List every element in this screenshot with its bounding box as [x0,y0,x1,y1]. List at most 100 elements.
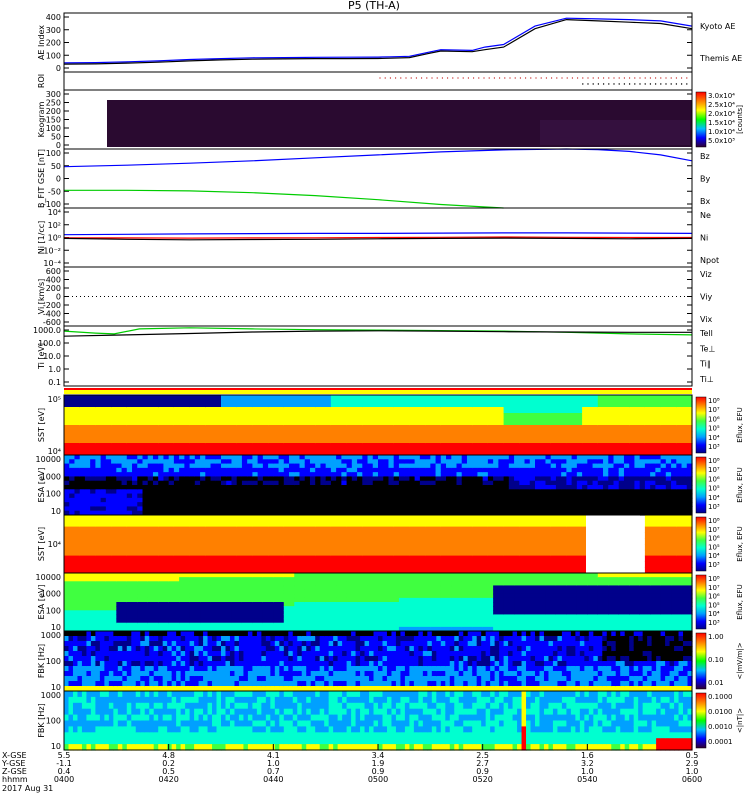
sst-ion-cell [64,407,81,414]
esa-electron-cell [503,581,515,587]
fbk-e-cell [135,651,141,657]
esa-ion-cell [132,480,138,486]
fbk-e-cell [77,676,83,682]
esa-electron-cell [241,606,253,611]
esa-ion-cell [639,480,646,486]
sst-electron-cell [503,549,520,557]
esa-ion-cell [477,506,484,512]
fbk-e-cell [521,641,527,647]
fbk-e-cell [360,641,366,647]
esa-ion-cell [346,506,353,512]
sst-electron-cell [362,544,379,551]
esa-ion-cell [393,510,400,516]
fbk-e-cell [310,651,316,657]
sst-electron-cell [487,538,505,545]
esa-ion-cell [126,455,133,460]
esa-ion-cell [456,459,463,465]
sst-electron-cell [95,555,112,562]
esa-electron-cell [409,593,421,599]
esa-ion-cell [629,472,636,478]
esa-ion-cell [425,485,431,490]
fbk-e-cell [328,656,334,662]
sst-electron-cell [440,555,458,562]
esa-electron-cell [283,581,295,587]
fbk-e-cell [104,666,110,672]
esa-ion-cell [487,480,494,486]
sst-ion-cell [456,395,473,402]
esa-ion-cell [608,506,615,512]
fbk-e-cell [180,636,186,642]
fbk-e-cell [485,671,491,677]
esa-ion-cell [461,459,468,465]
sst-electron-cell [205,555,222,562]
fbk-e-cell [503,666,509,672]
esa-ion-cell [210,497,217,503]
sst-ion-cell [330,431,348,438]
esa-electron-cell [95,626,107,632]
fbk-e-cell [238,671,245,677]
esa-ion-cell [294,493,301,499]
fbk-e-cell [243,646,249,652]
fbk-e-cell [490,661,496,667]
esa-ion-cell [79,476,86,482]
esa-ion-cell [425,463,431,469]
fbk-e-cell [458,666,464,672]
sst-ion-cell [566,449,583,456]
esa-ion-cell [105,497,112,503]
esa-ion-cell [398,510,405,516]
fbk-e-cell [512,661,518,667]
esa-ion-cell [351,467,358,473]
fbk-e-cell [342,631,348,637]
fbk-e-cell [413,676,419,682]
sst-electron-cell [393,520,410,528]
esa-electron-cell [315,602,327,607]
fbk-e-cell [422,646,428,652]
esa-ion-cell [514,459,520,465]
esa-electron-cell [451,593,463,599]
esa-electron-cell [74,593,86,599]
esa-ion-cell [613,510,620,516]
keogram-colorbar-tick: 5.0x10³ [708,137,735,145]
esa-ion-cell [618,493,625,499]
fbk-e-cell [351,641,357,647]
fbk-e-cell [144,636,150,642]
esa-ion-cell [545,472,552,478]
esa-ion-cell [299,463,306,469]
sst-electron-cell [660,538,677,545]
esa-ion-ylabel: ESA [eV] [37,468,46,503]
sst-ion-cell [283,413,301,420]
esa-ion-cell [142,485,149,490]
fbk-e-cell [153,671,159,677]
esa-ion-cell [194,485,201,490]
esa-ion-cell [571,472,578,478]
fbk-e-cell [324,661,330,667]
esa-ion-cell [676,489,683,495]
sst-electron-cell [315,526,332,533]
esa-electron-cell [566,581,578,587]
fbk-e-cell [162,686,168,692]
fbk-e-cell [579,641,585,647]
esa-ion-cell [592,489,599,495]
fbk-e-cell [297,681,303,687]
esa-electron-cell [273,614,285,620]
fbk-e-cell [476,636,482,642]
fbk-e-cell [485,651,491,657]
esa-ion-cell [64,455,70,460]
fbk-e-cell [158,636,164,642]
fbk-e-cell [135,636,141,642]
esa-electron-cell [252,589,264,595]
esa-electron-cell [336,589,348,595]
esa-electron-cell [493,577,505,582]
fbk-e-cell [521,686,527,692]
temperature-legend-entry: Tell [699,329,713,338]
esa-electron-cell [555,622,567,628]
fbk-e-cell [449,661,455,667]
sst-ion-cell [95,431,112,438]
sst-electron-cell [315,555,332,562]
fbk-e-cell [180,651,186,657]
fbk-e-cell [279,646,285,652]
sst-electron-cell [221,555,238,562]
esa-ion-cell [514,489,520,495]
esa-electron-cell [262,606,274,611]
esa-electron-cell [84,581,96,587]
